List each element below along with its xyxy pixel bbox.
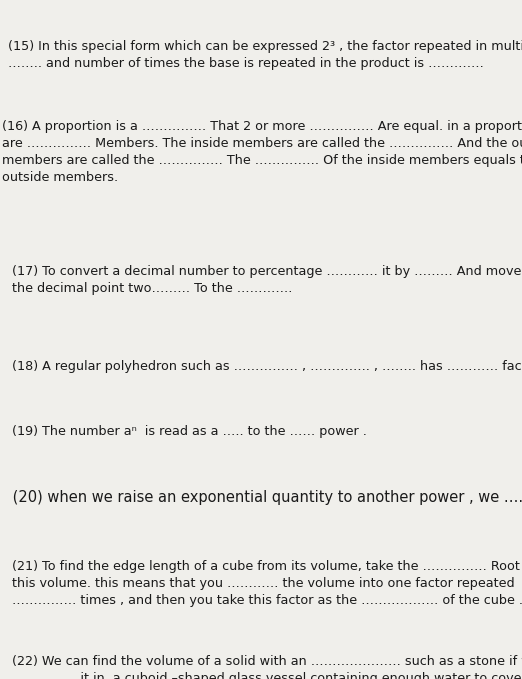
Text: are …………… Members. The inside members are called the …………… And the outside: are …………… Members. The inside members ar… xyxy=(2,137,522,150)
Text: (20) when we raise an exponential quantity to another power , we ………… indices.: (20) when we raise an exponential quanti… xyxy=(8,490,522,505)
Text: (17) To convert a decimal number to percentage ………… it by ……… And move: (17) To convert a decimal number to perc… xyxy=(8,265,521,278)
Text: (22) We can find the volume of a solid with an ………………… such as a stone if we: (22) We can find the volume of a solid w… xyxy=(8,655,522,668)
Text: members are called the …………… The …………… Of the inside members equals that of the: members are called the …………… The …………… O… xyxy=(2,154,522,167)
Text: (15) In this special form which can be expressed 2³ , the factor repeated in mul: (15) In this special form which can be e… xyxy=(8,40,522,53)
Text: (19) The number aⁿ  is read as a ….. to the …… power .: (19) The number aⁿ is read as a ….. to t… xyxy=(8,425,367,438)
Text: …………… it in  a cuboid –shaped glass vessel containing enough water to cover the: …………… it in a cuboid –shaped glass vesse… xyxy=(8,672,522,679)
Text: outside members.: outside members. xyxy=(2,171,118,184)
Text: this volume. this means that you ………… the volume into one factor repeated: this volume. this means that you ………… th… xyxy=(8,577,515,590)
Text: …….. and number of times the base is repeated in the product is ………….: …….. and number of times the base is rep… xyxy=(8,57,484,70)
Text: the decimal point two……… To the ………….: the decimal point two……… To the …………. xyxy=(8,282,292,295)
Text: (18) A regular polyhedron such as …………… , ………….. , …….. has ………… faces.: (18) A regular polyhedron such as …………… … xyxy=(8,360,522,373)
Text: (21) To find the edge length of a cube from its volume, take the …………… Root of: (21) To find the edge length of a cube f… xyxy=(8,560,522,573)
Text: …………… times , and then you take this factor as the ……………… of the cube .: …………… times , and then you take this fac… xyxy=(8,594,522,607)
Text: (16) A proportion is a …………… That 2 or more …………… Are equal. in a proportion the: (16) A proportion is a …………… That 2 or m… xyxy=(2,120,522,133)
